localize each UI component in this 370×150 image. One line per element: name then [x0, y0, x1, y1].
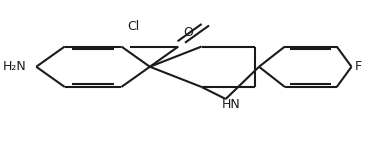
Text: H₂N: H₂N: [3, 60, 27, 73]
Text: HN: HN: [222, 99, 241, 111]
Text: F: F: [354, 60, 361, 73]
Text: O: O: [183, 26, 193, 39]
Text: Cl: Cl: [127, 20, 139, 33]
